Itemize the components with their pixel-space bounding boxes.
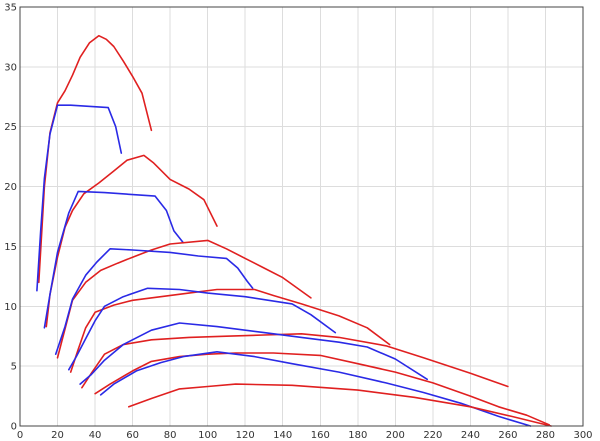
y-tick-label-1: 5 [11,362,17,373]
x-axis-ticks: 0 20 40 60 80 100 120 140 160 180 200 220 240 260 280 3… [17,430,593,441]
x-tick-label-1: 20 [51,430,64,441]
y-tick-label-2: 10 [4,302,17,313]
x-tick-label-8: 160 [311,430,330,441]
series-line-9-red [81,333,509,389]
y-tick-label-7: 35 [4,3,17,14]
x-tick-label-12: 240 [461,430,480,441]
y-axis-ticks: 0 5 10 15 20 25 30 35 [4,3,17,433]
x-tick-label-3: 60 [126,430,139,441]
x-tick-label-5: 100 [198,430,217,441]
series-line-10-blue [79,322,428,385]
series-line-11-red [94,352,550,426]
series-line-12-blue [99,351,532,427]
series-line-6-blue [54,248,254,355]
x-tick-label-7: 140 [273,430,292,441]
x-tick-label-0: 0 [17,430,23,441]
series-line-2-blue [36,104,123,292]
x-tick-label-4: 80 [164,430,177,441]
x-tick-label-10: 200 [386,430,405,441]
y-tick-label-0: 0 [11,422,17,433]
plot-frame [19,6,584,427]
grid [20,7,583,426]
x-tick-label-15: 300 [573,430,592,441]
series-line-8-blue [68,287,337,371]
x-tick-label-13: 260 [498,430,517,441]
series-lines [36,34,552,427]
series-line-5-red [56,239,312,359]
series-line-13-red [128,383,552,427]
x-tick-label-14: 280 [536,430,555,441]
x-tick-label-2: 40 [89,430,102,441]
y-tick-label-4: 20 [4,182,17,193]
series-line-3-red [45,154,218,328]
x-tick-label-11: 220 [423,430,442,441]
series-line-4-blue [43,190,185,329]
y-tick-label-3: 15 [4,242,17,253]
series-line-7-red [69,288,391,373]
y-tick-label-5: 25 [4,122,17,133]
x-tick-label-6: 120 [236,430,255,441]
x-tick-label-9: 180 [348,430,367,441]
y-tick-label-6: 30 [4,62,17,73]
